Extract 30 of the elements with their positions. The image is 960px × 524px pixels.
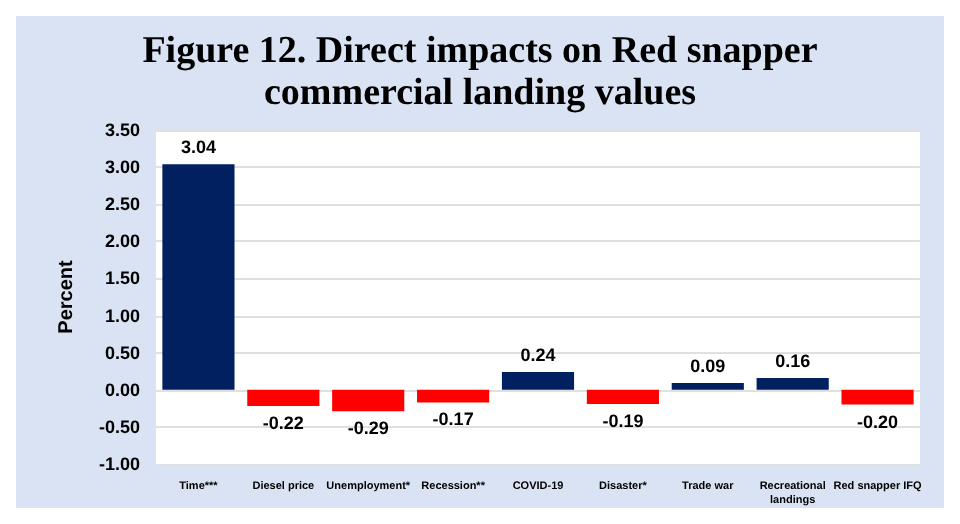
y-tick-label: -1.00 [98, 454, 140, 474]
y-tick-label: 2.50 [104, 194, 140, 215]
data-label: -0.29 [347, 418, 389, 439]
y-tick-label: 1.00 [104, 305, 140, 326]
y-tick-label: 3.00 [104, 157, 140, 178]
y-tick-label: 0.00 [104, 379, 140, 400]
bar [586, 389, 659, 404]
bar [247, 389, 320, 407]
y-tick-label: 0.50 [104, 342, 140, 363]
y-axis-title: Percent [56, 258, 79, 334]
bar [332, 389, 405, 412]
bar [756, 377, 829, 390]
bar [417, 389, 490, 403]
data-label: 0.24 [520, 344, 556, 365]
y-tick-label: 3.50 [104, 120, 140, 140]
data-label: 0.09 [690, 356, 726, 377]
y-tick-label: -0.50 [98, 416, 140, 437]
data-label: 3.04 [180, 137, 216, 158]
data-label: -0.17 [432, 409, 474, 430]
bar [671, 383, 744, 390]
bar [162, 164, 235, 390]
data-label: 0.16 [775, 350, 811, 371]
data-label: -0.20 [857, 411, 899, 432]
bar [841, 389, 914, 405]
y-tick-label: 1.50 [104, 268, 140, 289]
chart-title: Figure 12. Direct impacts on Red snapper commercial landing values [142, 30, 819, 114]
data-label: -0.22 [262, 413, 304, 434]
data-label: -0.19 [602, 410, 644, 431]
y-tick-label: 2.00 [104, 231, 140, 252]
bar [501, 371, 575, 390]
